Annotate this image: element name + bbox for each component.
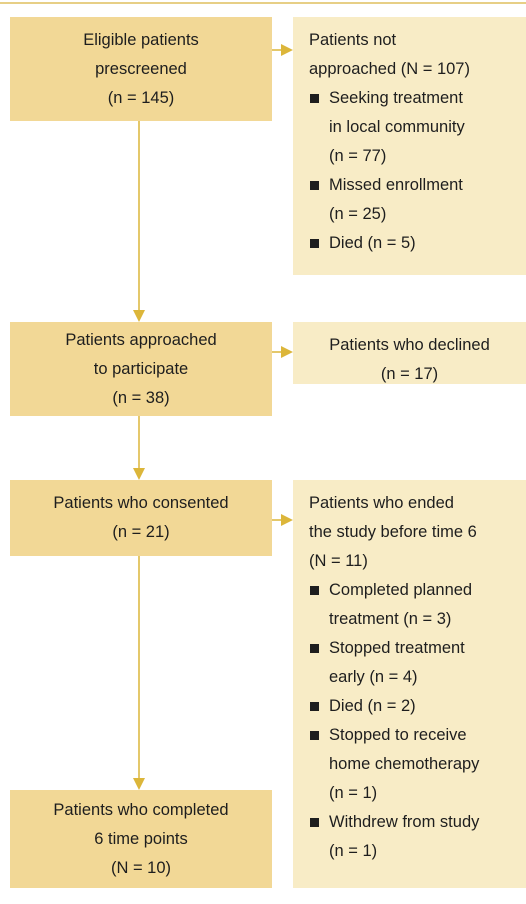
bullet-text: treatment (n = 3) — [329, 610, 452, 628]
bullet-text: early (n = 4) — [329, 668, 418, 686]
arrowheads — [133, 44, 293, 790]
bullet-item: Died (n = 2) — [309, 692, 516, 721]
bullet-text: Died (n = 5) — [329, 234, 416, 252]
exclusion-box: Patients not approached (N = 107) Seeking … — [293, 17, 526, 275]
step-text: Patients who completed — [53, 800, 229, 819]
bullet-text: (n = 77) — [329, 147, 387, 165]
bullet-item: Withdrew from study (n = 1) — [309, 808, 516, 866]
step-text: Patients who consented — [53, 494, 229, 512]
step-text: (n = 38) — [112, 388, 170, 407]
arrowhead — [133, 778, 145, 790]
step-text: Eligible patients — [83, 30, 199, 49]
arrowhead — [133, 468, 145, 480]
step-box: Eligible patients prescreened (n = 145) — [10, 17, 272, 121]
arrowhead — [281, 44, 293, 56]
bullet-item: Missed enrollment (n = 25) — [309, 171, 516, 229]
bullet-text: Missed enrollment — [329, 176, 463, 194]
bullet-text: home chemotherapy — [329, 755, 480, 773]
step-box: Patients who consented (n = 21) — [10, 480, 272, 556]
bullet-text: Stopped to receive — [329, 726, 467, 744]
bullet-text: Completed planned — [329, 581, 473, 599]
exclusion-text: (N = 11) — [309, 552, 368, 570]
bullet-item: Died (n = 5) — [309, 229, 516, 258]
bullet-text: (n = 1) — [329, 784, 378, 802]
exclusion-text: (n = 17) — [380, 365, 439, 383]
bullet-item: Stopped treatment early (n = 4) — [309, 634, 516, 692]
exclusion-box: Patients who declined (n = 17) — [293, 322, 526, 384]
step-text: 6 time points — [94, 829, 188, 848]
bullet-item: Seeking treatment in local community (n = … — [309, 84, 516, 171]
bullet-item: Completed planned treatment (n = 3) — [309, 576, 516, 634]
step-text: to participate — [93, 359, 189, 378]
bullet-text: Stopped treatment — [329, 639, 465, 657]
connectors — [138, 49, 285, 782]
arrowhead — [281, 514, 293, 526]
step-text: prescreened — [95, 59, 187, 78]
bullet-text: Died (n = 2) — [329, 697, 416, 715]
step-text: (N = 10) — [110, 858, 172, 877]
step-box: Patients who completed 6 time points (N = … — [10, 790, 272, 888]
step-text: (n = 145) — [107, 88, 175, 107]
exclusion-text: Patients who ended — [309, 494, 454, 512]
bullet-text: Withdrew from study — [329, 813, 480, 831]
step-box: Patients approached to participate (n = 38… — [10, 322, 272, 416]
arrowhead — [133, 310, 145, 322]
bullet-text: in local community — [329, 118, 465, 136]
bullet-text: (n = 25) — [329, 205, 387, 223]
step-text: Patients approached — [65, 330, 217, 349]
exclusion-text: approached (N = 107) — [309, 60, 470, 78]
bullet-text: Seeking treatment — [329, 89, 463, 107]
top-rule — [0, 2, 526, 4]
step-text: (n = 21) — [112, 523, 170, 541]
arrowhead — [281, 346, 293, 358]
exclusion-text: the study before time 6 — [309, 523, 477, 541]
exclusion-text: Patients not — [309, 31, 397, 49]
bullet-text: (n = 1) — [329, 842, 378, 860]
exclusion-box: Patients who ended the study before time … — [293, 480, 526, 888]
bullet-item: Stopped to receive home chemotherapy (n = … — [309, 721, 516, 808]
exclusion-text: Patients who declined — [329, 336, 490, 354]
